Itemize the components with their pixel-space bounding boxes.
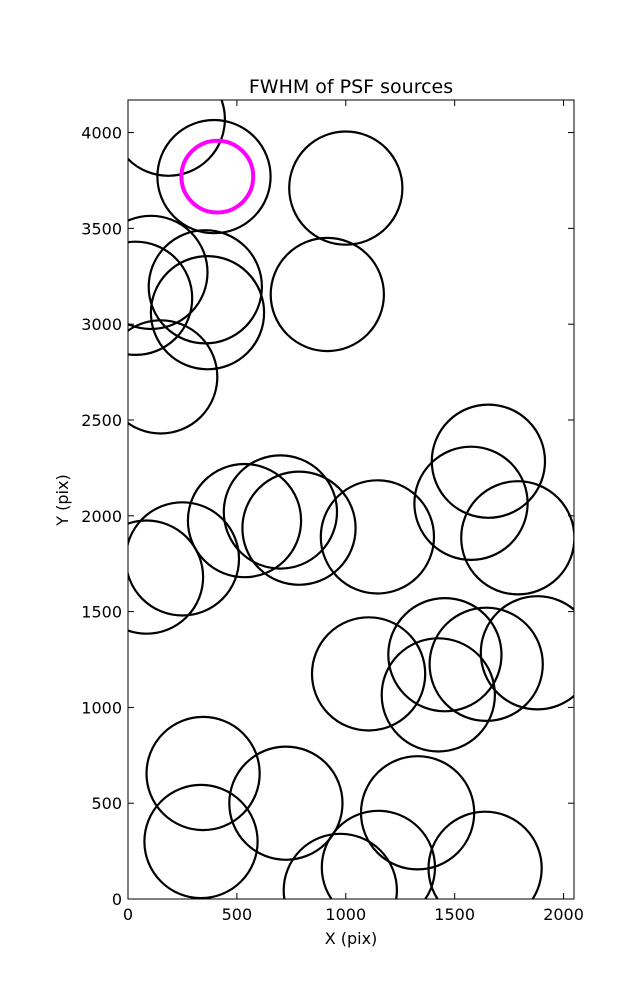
source-marker-12 bbox=[460, 480, 574, 596]
y-tick-label: 3500 bbox=[81, 219, 122, 238]
y-tick-label: 1000 bbox=[81, 698, 122, 717]
source-marker-9 bbox=[128, 319, 219, 435]
y-tick-label: 0 bbox=[112, 890, 122, 909]
source-marker-20 bbox=[428, 606, 544, 723]
source-marker-17 bbox=[128, 501, 241, 617]
source-marker-5 bbox=[128, 240, 194, 356]
source-marker-30 bbox=[282, 832, 398, 899]
y-tick-label: 1500 bbox=[81, 603, 122, 622]
source-marker-29 bbox=[427, 810, 543, 899]
y-tick-label: 500 bbox=[91, 794, 122, 813]
source-marker-4 bbox=[128, 214, 209, 331]
x-axis-label: X (pix) bbox=[325, 929, 378, 948]
source-marker-2 bbox=[156, 118, 272, 235]
source-marker-25 bbox=[228, 745, 344, 861]
source-marker-24 bbox=[145, 715, 261, 832]
y-axis: 0 500 1000 1500 2000 2500 3000 3500 4000 bbox=[81, 124, 574, 909]
source-marker-19 bbox=[387, 597, 503, 713]
highlighted-source-marker bbox=[179, 138, 256, 215]
x-tick-label: 2000 bbox=[543, 905, 584, 924]
plot-frame bbox=[127, 99, 575, 900]
source-marker-26 bbox=[359, 755, 476, 871]
source-marker-16 bbox=[319, 479, 436, 595]
source-marker-28 bbox=[320, 809, 437, 899]
source-marker-15 bbox=[241, 470, 357, 586]
source-marker-11 bbox=[413, 445, 529, 561]
x-tick-label: 0 bbox=[123, 905, 133, 924]
y-tick-label: 2000 bbox=[81, 507, 122, 526]
chart-title: FWHM of PSF sources bbox=[249, 76, 453, 98]
markers-group bbox=[128, 100, 574, 899]
y-tick-label: 3000 bbox=[81, 315, 122, 334]
x-tick-label: 500 bbox=[222, 905, 253, 924]
source-marker-27 bbox=[143, 783, 259, 899]
x-tick-label: 1500 bbox=[434, 905, 475, 924]
source-marker-13 bbox=[222, 454, 339, 570]
source-marker-23 bbox=[380, 637, 496, 753]
source-marker-21 bbox=[479, 595, 574, 711]
y-axis-label: Y (pix) bbox=[53, 474, 72, 526]
x-axis: 0 500 1000 1500 2000 bbox=[123, 100, 584, 924]
x-tick-label: 1000 bbox=[325, 905, 366, 924]
source-marker-1 bbox=[128, 100, 226, 177]
source-marker-7 bbox=[149, 255, 266, 371]
source-marker-14 bbox=[186, 462, 303, 579]
source-marker-3 bbox=[288, 130, 404, 246]
y-tick-label: 4000 bbox=[81, 124, 122, 143]
source-marker-8 bbox=[269, 236, 385, 353]
source-marker-18 bbox=[128, 519, 205, 635]
source-marker-22 bbox=[310, 616, 427, 732]
y-tick-label: 2500 bbox=[81, 411, 122, 430]
